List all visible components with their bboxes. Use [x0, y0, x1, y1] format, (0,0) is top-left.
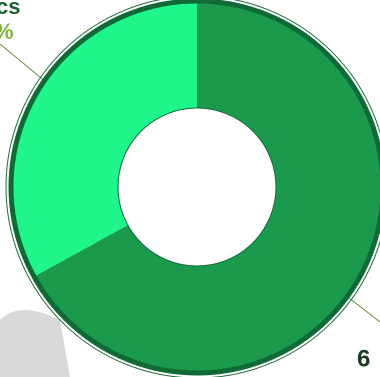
- slice: [11, 1, 197, 277]
- donut-border: [8, 0, 380, 376]
- label: %: [0, 19, 14, 44]
- label: 6: [357, 345, 370, 372]
- decoration: [0, 310, 70, 377]
- outer-ring: [5, 0, 380, 377]
- label: cs: [0, 0, 20, 19]
- slice: [34, 1, 380, 373]
- leader-line: [343, 293, 380, 323]
- leader-line: [0, 43, 47, 83]
- donut-hole: [117, 107, 277, 267]
